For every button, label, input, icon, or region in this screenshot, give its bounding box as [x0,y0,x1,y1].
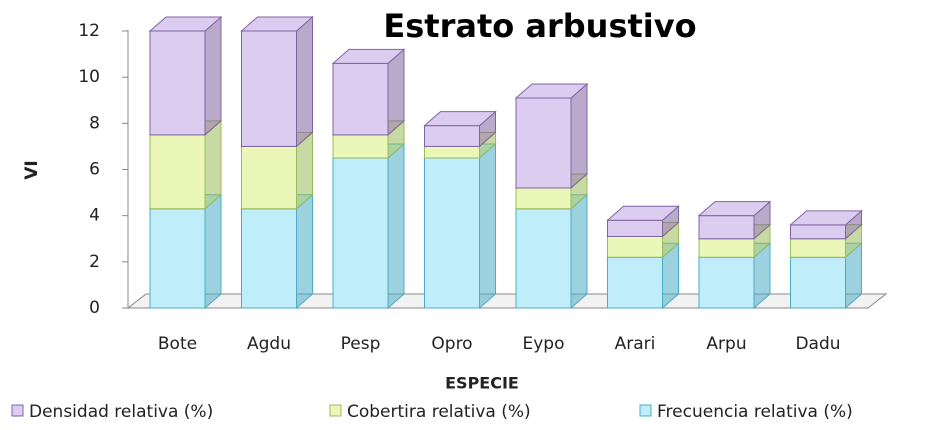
legend-swatch [329,404,342,417]
bar-side [204,119,222,210]
y-tick-label: 8 [89,113,100,133]
bar-top [148,16,223,32]
legend-label: Cobertira relativa (%) [347,402,531,422]
bar-segment [515,208,572,309]
bar-segment [698,215,755,240]
bar-segment [515,97,572,189]
bar-segment [149,208,206,309]
bar-side [570,82,588,190]
y-tick-label: 10 [78,67,100,87]
bar-side [296,15,313,148]
x-tick-label: Eypo [523,334,565,354]
bar-top [606,205,680,221]
y-tick-label: 6 [89,160,100,180]
bar-side [479,142,496,310]
x-tick-label: Pesp [341,334,381,354]
y-tick-label: 2 [89,252,100,272]
legend-label: Frecuencia relativa (%) [657,402,853,422]
y-tick-label: 0 [89,298,100,318]
bar-side [296,193,313,310]
bar-top [514,83,589,99]
x-tick-label: Arpu [706,334,746,354]
bar-segment [790,238,846,258]
bar-segment [515,187,572,210]
bar-top [423,111,497,127]
bar-segment [424,125,480,147]
bar-segment [607,219,663,237]
bar-segment [790,224,846,240]
bar-segment [332,62,389,136]
bar-top [240,16,314,32]
bar-segment [332,134,389,159]
bar-segment [424,157,480,309]
bar-side [387,142,405,310]
bar-segment [607,235,663,258]
bar-segment [149,30,206,136]
bar-side [387,48,405,136]
bar-segment [424,145,480,159]
x-tick-label: Bote [158,334,197,354]
bar-segment [241,30,297,147]
bar-side [204,15,222,136]
bar-segment [241,208,297,309]
bar-top [331,48,406,64]
legend-label: Densidad relativa (%) [29,402,213,422]
chart-title: Estrato arbustivo [383,7,696,45]
x-tick-label: Arari [615,334,656,354]
bar-side [570,193,588,310]
x-axis-title: ESPECIE [445,374,519,393]
bar-side [204,193,222,310]
bar-segment [241,145,297,210]
bar-top [789,210,863,226]
y-axis-title: VI [22,160,42,179]
bar-top [697,201,772,217]
legend-swatch [639,404,652,417]
bar-segment [149,134,206,210]
y-tick-label: 12 [78,21,100,41]
x-tick-label: Dadu [795,334,840,354]
bar-segment [698,256,755,309]
bar-segment [607,256,663,309]
x-tick-label: Agdu [247,334,291,354]
y-tick-label: 4 [89,206,100,226]
bar-segment [790,256,846,309]
bar-segment [698,238,755,258]
bar-segment [332,157,389,309]
legend-swatch [11,404,24,417]
x-tick-label: Opro [431,334,472,354]
